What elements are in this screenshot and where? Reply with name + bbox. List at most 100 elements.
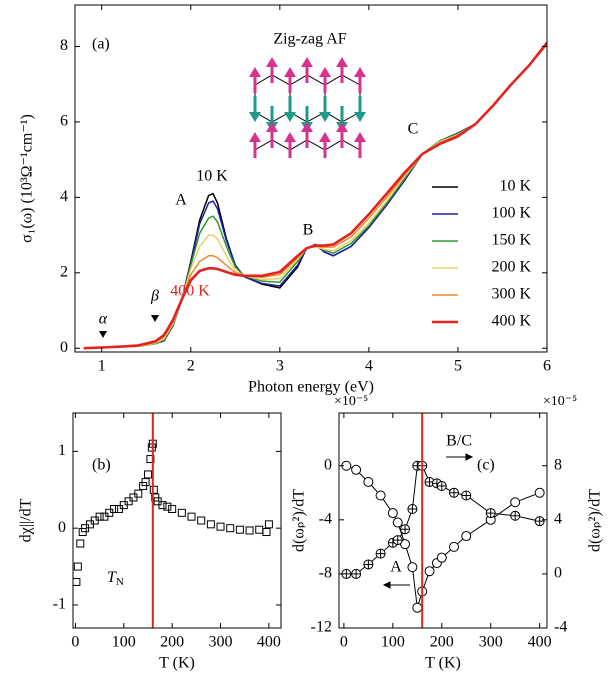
x-axis-label: T (K) xyxy=(159,655,195,672)
plot-area xyxy=(341,460,545,613)
point xyxy=(387,508,398,519)
point xyxy=(158,501,167,510)
point xyxy=(206,520,215,529)
point-cross xyxy=(376,549,386,559)
point xyxy=(110,504,119,513)
point xyxy=(255,525,264,534)
spin-head xyxy=(319,112,331,122)
x-tick-label: 100 xyxy=(381,634,405,651)
y-tick-label: 4 xyxy=(60,188,68,205)
y-tick-label: 1 xyxy=(58,442,66,459)
point xyxy=(216,522,225,531)
spin-head xyxy=(301,57,313,67)
tn-label: TN xyxy=(107,569,124,588)
marker-triangle xyxy=(151,315,159,322)
point xyxy=(141,478,150,487)
point xyxy=(95,512,104,521)
series-label: A xyxy=(390,559,402,576)
y2-tick-label: 4 xyxy=(554,510,562,527)
point xyxy=(187,512,196,521)
point xyxy=(264,520,273,529)
point xyxy=(168,504,177,513)
point xyxy=(461,531,472,542)
point xyxy=(449,541,460,552)
point xyxy=(392,517,403,528)
scale-label: ×10⁻⁵ xyxy=(334,394,368,409)
tn-text: T xyxy=(107,569,117,586)
point xyxy=(363,476,374,487)
point xyxy=(235,525,244,534)
y-tick-label: 8 xyxy=(60,37,68,54)
x-tick-label: 200 xyxy=(160,634,184,651)
point-cross xyxy=(486,508,496,518)
panel-label: (a) xyxy=(92,36,110,53)
point xyxy=(375,490,386,501)
scale-label: ×10⁻⁵ xyxy=(543,394,577,409)
x-axis-label: Photon energy (eV) xyxy=(248,379,374,396)
x-tick-label: 400 xyxy=(257,634,281,651)
point xyxy=(262,528,271,537)
point-cross xyxy=(400,524,410,534)
spin-head xyxy=(249,112,261,122)
y2-axis-label: d(ωₚ²)/dT xyxy=(587,489,604,552)
y2-tick-label: 8 xyxy=(554,456,562,473)
y-tick-label: 0 xyxy=(60,339,68,356)
y-tick-label: -4 xyxy=(319,510,332,527)
spin-head xyxy=(319,67,331,77)
panel-label: (c) xyxy=(477,457,495,474)
tn-sub: N xyxy=(116,576,124,588)
y2-tick-label: -4 xyxy=(554,619,567,636)
point xyxy=(197,516,206,525)
x-tick-label: 100 xyxy=(112,634,136,651)
spin-head xyxy=(266,57,278,67)
plot-area xyxy=(83,41,547,350)
point xyxy=(424,566,435,577)
series-arrow xyxy=(382,581,410,589)
y-tick-label: 2 xyxy=(60,263,68,280)
spin-head xyxy=(336,122,348,132)
point-cross xyxy=(510,511,520,521)
plot-area xyxy=(73,439,273,586)
spin-head xyxy=(266,122,278,132)
x-tick-label: 200 xyxy=(430,634,454,651)
point-cross xyxy=(461,490,471,500)
spin-head xyxy=(354,112,366,122)
point xyxy=(134,489,143,498)
point xyxy=(143,470,152,479)
x-tick-label: 4 xyxy=(365,358,373,375)
annotation: Zig-zag AF xyxy=(273,31,346,48)
point xyxy=(226,524,235,533)
y-axis-label: d(ωₚ²)/dT xyxy=(291,489,308,552)
x-tick-label: 300 xyxy=(209,634,233,651)
spin-arrows xyxy=(249,57,366,158)
point-cross xyxy=(437,481,447,491)
annotation: 10 K xyxy=(196,168,228,185)
point-cross xyxy=(351,569,361,579)
point xyxy=(245,526,254,535)
x-tick-label: 0 xyxy=(340,634,348,651)
annotation: β xyxy=(150,288,159,305)
spin-head xyxy=(336,57,348,67)
y-tick-label: -1 xyxy=(53,596,66,613)
marker-triangle xyxy=(99,331,107,338)
x-tick-label: 1 xyxy=(98,358,106,375)
point xyxy=(73,562,82,571)
spin-head xyxy=(354,67,366,77)
x-tick-label: 6 xyxy=(543,358,551,375)
point xyxy=(534,487,545,498)
annotation: C xyxy=(408,121,419,138)
point xyxy=(163,502,172,511)
legend-label: 200 K xyxy=(491,259,531,276)
y-axis-label: σ₁(ω) (10³Ω⁻¹cm⁻¹) xyxy=(19,114,36,243)
axes-frame xyxy=(338,412,548,629)
y-tick-label: 6 xyxy=(60,113,68,130)
point-cross xyxy=(407,504,417,514)
point-cross xyxy=(393,535,403,545)
point xyxy=(73,577,81,586)
spin-head xyxy=(354,132,366,142)
point xyxy=(146,455,155,464)
series-arrow xyxy=(446,453,474,461)
line-series xyxy=(83,44,547,349)
legend-label: 300 K xyxy=(491,286,531,303)
